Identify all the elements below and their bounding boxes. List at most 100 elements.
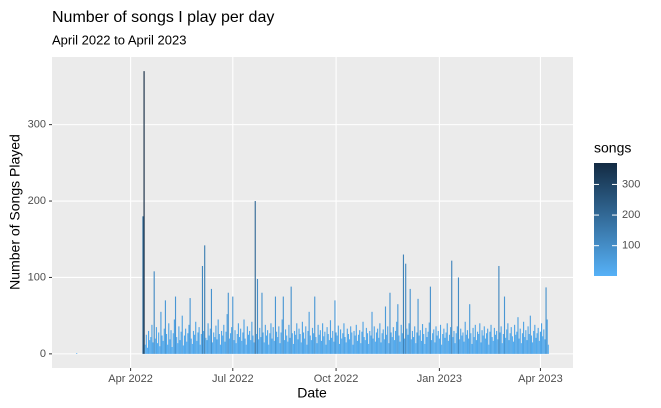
bar bbox=[496, 330, 498, 354]
bar bbox=[540, 323, 543, 354]
bar bbox=[272, 327, 274, 354]
bar bbox=[456, 326, 458, 354]
bar bbox=[407, 334, 409, 354]
bar bbox=[172, 333, 174, 354]
bar bbox=[547, 344, 549, 354]
bar bbox=[279, 343, 281, 354]
bar bbox=[404, 338, 406, 354]
bar bbox=[474, 324, 476, 354]
bar bbox=[273, 340, 275, 354]
bar bbox=[146, 347, 149, 354]
bar bbox=[156, 343, 159, 354]
bar bbox=[291, 333, 293, 354]
bar bbox=[198, 327, 200, 354]
bar bbox=[463, 341, 465, 354]
bar bbox=[464, 321, 466, 354]
bar bbox=[267, 330, 269, 354]
bar bbox=[206, 340, 208, 354]
bar bbox=[220, 330, 223, 354]
bar bbox=[165, 333, 168, 354]
bar bbox=[218, 333, 220, 354]
bar bbox=[446, 323, 448, 354]
bar bbox=[478, 333, 480, 354]
bar bbox=[532, 342, 534, 354]
bar bbox=[493, 327, 495, 354]
bar bbox=[525, 330, 527, 354]
bar bbox=[265, 335, 268, 354]
bar bbox=[381, 333, 383, 354]
bar bbox=[416, 332, 418, 354]
bar bbox=[374, 341, 376, 354]
bar bbox=[345, 342, 347, 354]
bar bbox=[410, 339, 412, 354]
bar bbox=[400, 324, 402, 354]
bar bbox=[476, 331, 479, 354]
bar bbox=[153, 271, 155, 354]
bar bbox=[425, 327, 427, 354]
bar bbox=[170, 330, 172, 354]
x-tick-label: Oct 2022 bbox=[314, 373, 359, 385]
bar bbox=[188, 324, 190, 354]
bar bbox=[255, 333, 257, 354]
bar bbox=[461, 335, 463, 354]
bar bbox=[453, 330, 455, 354]
bar bbox=[276, 331, 278, 354]
bar bbox=[222, 335, 224, 354]
bar bbox=[197, 332, 199, 354]
bar bbox=[331, 337, 333, 354]
bar bbox=[414, 326, 416, 354]
bar bbox=[415, 343, 417, 354]
bar bbox=[500, 326, 502, 354]
bar bbox=[164, 300, 166, 354]
bar bbox=[393, 340, 396, 354]
bar bbox=[301, 321, 303, 354]
bar bbox=[499, 332, 501, 354]
bar bbox=[536, 333, 538, 354]
bar bbox=[317, 324, 319, 354]
x-tick-label: Apr 2022 bbox=[108, 373, 153, 385]
bar bbox=[492, 340, 494, 354]
x-tick-label: Jul 2022 bbox=[212, 373, 254, 385]
bar bbox=[315, 337, 317, 354]
bar bbox=[332, 330, 334, 354]
bar bbox=[168, 323, 170, 354]
bar bbox=[199, 344, 201, 354]
bar bbox=[355, 324, 357, 354]
bar bbox=[382, 329, 384, 354]
bar bbox=[454, 343, 456, 354]
bar bbox=[155, 327, 157, 354]
bar bbox=[191, 343, 193, 354]
bar bbox=[307, 330, 309, 354]
bar bbox=[299, 333, 301, 354]
bar bbox=[177, 343, 179, 354]
bar bbox=[290, 286, 292, 354]
bar bbox=[432, 333, 434, 354]
bar bbox=[501, 343, 503, 354]
bar bbox=[297, 339, 299, 354]
bar bbox=[383, 339, 385, 354]
bar bbox=[219, 344, 221, 354]
bar bbox=[473, 337, 475, 354]
bar bbox=[213, 332, 215, 354]
bar bbox=[348, 339, 351, 354]
bar bbox=[436, 335, 438, 354]
bar bbox=[223, 324, 225, 354]
bar bbox=[379, 323, 381, 354]
bar bbox=[419, 330, 421, 354]
bar bbox=[514, 324, 516, 354]
bar bbox=[149, 340, 151, 354]
bar bbox=[311, 327, 314, 354]
bar bbox=[372, 338, 374, 354]
bar bbox=[180, 331, 182, 354]
bar bbox=[171, 346, 173, 354]
legend-colorbar bbox=[594, 163, 617, 276]
bar bbox=[217, 319, 219, 354]
bar bbox=[342, 333, 344, 354]
bar bbox=[526, 340, 528, 354]
bar bbox=[305, 326, 307, 354]
bar bbox=[469, 304, 471, 354]
y-tick-label: 300 bbox=[28, 119, 46, 131]
bar bbox=[503, 296, 506, 354]
bar bbox=[409, 288, 411, 354]
bar bbox=[145, 334, 147, 354]
